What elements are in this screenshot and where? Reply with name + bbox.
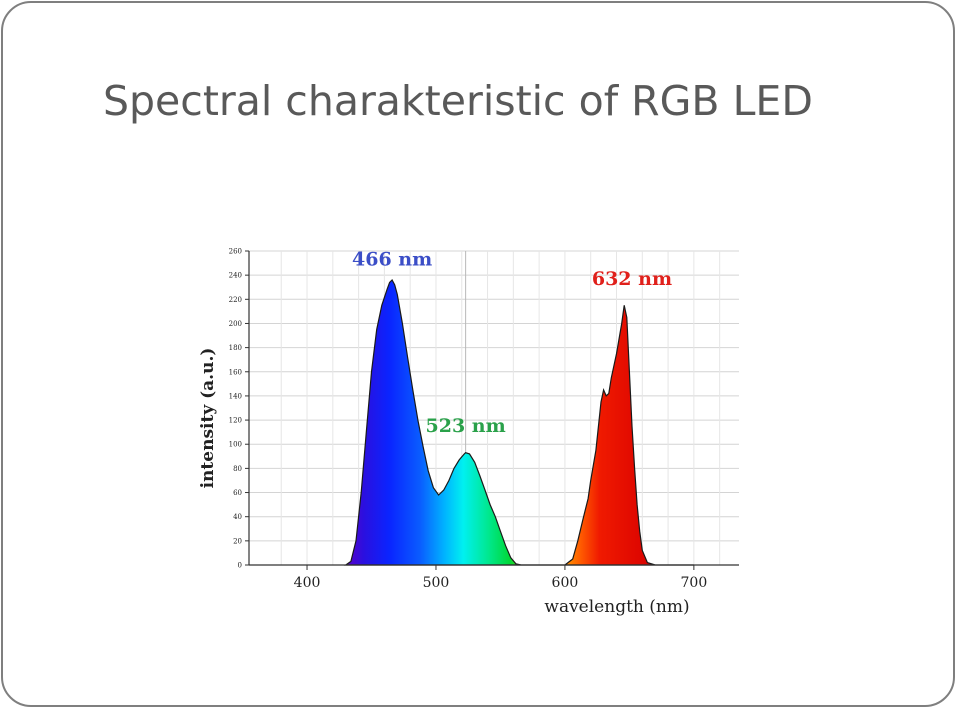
y-tick-label: 220 bbox=[229, 296, 242, 304]
y-tick-label: 260 bbox=[229, 248, 242, 256]
y-tick-label: 40 bbox=[233, 513, 242, 521]
y-tick-label: 60 bbox=[233, 489, 242, 497]
spectrum-chart: 0 20 40 60 80 100 120 140 160 180 200 220 240 260 400 5… bbox=[198, 248, 739, 617]
y-tick-label: 120 bbox=[229, 417, 242, 425]
peak-annotation: 466 nm bbox=[352, 248, 432, 270]
x-tick-label: 700 bbox=[681, 575, 708, 591]
peak-annotation: 523 nm bbox=[426, 415, 506, 437]
y-axis-label: intensity (a.u.) bbox=[198, 348, 218, 489]
peak-annotation: 632 nm bbox=[592, 268, 672, 290]
y-tick-label: 160 bbox=[229, 368, 242, 376]
y-tick-label: 100 bbox=[229, 441, 242, 449]
x-tick-label: 400 bbox=[294, 575, 321, 591]
chart-container: 0 20 40 60 80 100 120 140 160 180 200 220 240 260 400 5… bbox=[189, 243, 749, 623]
y-tick-label: 0 bbox=[238, 562, 242, 570]
x-axis-label: wavelength (nm) bbox=[544, 597, 689, 617]
labels: wavelength (nm) intensity (a.u.) 466 nm 523… bbox=[198, 248, 690, 617]
axes: 0 20 40 60 80 100 120 140 160 180 200 220 240 260 400 5… bbox=[229, 248, 739, 591]
y-tick-label: 140 bbox=[229, 392, 242, 400]
slide-title: Spectral charakteristic of RGB LED bbox=[103, 77, 813, 125]
y-tick-label: 20 bbox=[233, 537, 242, 545]
x-tick-label: 600 bbox=[552, 575, 579, 591]
x-tick-label: 500 bbox=[423, 575, 450, 591]
y-tick-label: 80 bbox=[233, 465, 242, 473]
y-tick-label: 240 bbox=[229, 272, 242, 280]
spectrum-area bbox=[343, 279, 694, 566]
y-tick-label: 180 bbox=[229, 344, 242, 352]
plot-area bbox=[343, 279, 694, 566]
y-tick-label: 200 bbox=[229, 320, 242, 328]
